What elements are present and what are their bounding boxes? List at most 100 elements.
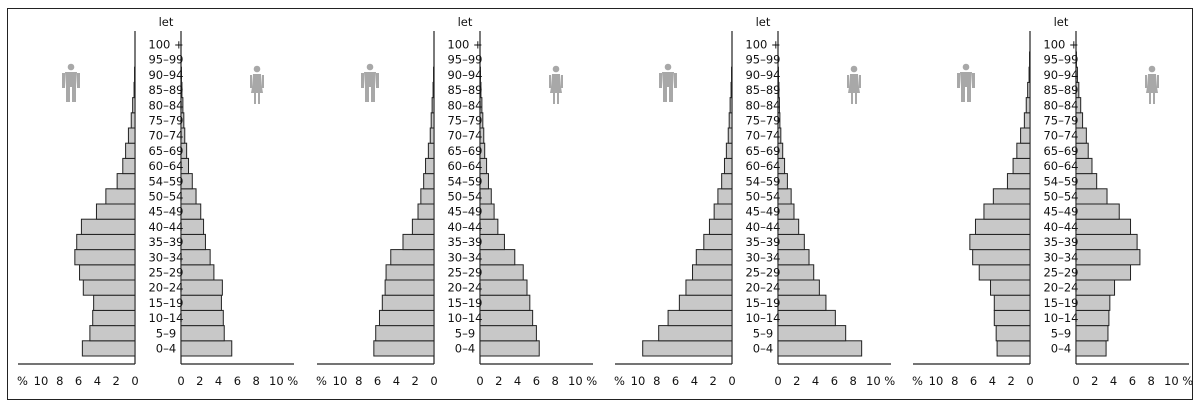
- bar-left-3-0: [642, 340, 733, 357]
- bar-left-4-4: [990, 279, 1031, 296]
- age-label-4-4: 20–24: [1043, 281, 1078, 295]
- bar-right-4-0: [1075, 340, 1107, 357]
- age-label-2-1: 5–9: [455, 326, 475, 340]
- bar-right-1-9: [180, 203, 202, 220]
- pyramid-figure: let 0–4 5–9 10–14 15–19 20–24 25–29 30–34 35–39 4…: [7, 8, 1193, 400]
- bar-left-1-2: [92, 309, 136, 327]
- age-label-4-5: 25–29: [1043, 266, 1078, 280]
- age-label-4-10: 50–54: [1043, 190, 1078, 204]
- age-label-1-15: 75–79: [148, 114, 183, 128]
- age-label-4-13: 65–69: [1043, 144, 1078, 158]
- right-tick-4-2: 4: [1110, 374, 1117, 388]
- bar-left-2-10: [420, 188, 435, 205]
- female-figure-icon: [847, 65, 861, 104]
- age-label-3-13: 65–69: [745, 144, 780, 158]
- bar-left-1-5: [79, 264, 136, 281]
- age-label-2-6: 30–34: [447, 250, 482, 264]
- age-label-2-15: 75–79: [447, 114, 482, 128]
- bar-left-2-14: [429, 127, 435, 144]
- bar-left-1-7: [76, 233, 136, 251]
- bar-right-2-8: [479, 218, 499, 235]
- bar-right-1-0: [180, 340, 233, 357]
- bar-left-3-17: [730, 81, 733, 99]
- left-tick-2-3: 6: [374, 374, 381, 388]
- age-label-4-18: 90–94: [1043, 68, 1078, 82]
- bar-left-3-14: [727, 127, 733, 144]
- bar-left-1-12: [122, 157, 136, 175]
- age-label-2-16: 80–84: [447, 98, 482, 112]
- bar-right-3-5: [777, 264, 815, 281]
- bar-left-4-18: [1028, 66, 1031, 83]
- left-tick-4-0: %: [912, 374, 923, 388]
- bar-left-1-13: [125, 142, 136, 159]
- left-tick-1-5: 2: [113, 374, 120, 388]
- age-label-1-4: 20–24: [148, 281, 183, 295]
- bar-left-3-11: [721, 173, 733, 190]
- age-label-4-19: 95–99: [1043, 53, 1078, 67]
- bar-right-3-2: [777, 309, 836, 327]
- bar-left-1-11: [116, 173, 136, 190]
- left-tick-3-4: 4: [691, 374, 698, 388]
- age-label-1-8: 40–44: [148, 220, 183, 234]
- age-label-3-5: 25–29: [745, 266, 780, 280]
- bar-left-4-15: [1023, 112, 1031, 129]
- bar-right-2-2: [479, 309, 534, 327]
- age-label-3-18: 90–94: [745, 68, 780, 82]
- right-tick-4-5: 10 %: [1164, 374, 1193, 388]
- bar-left-4-8: [974, 218, 1031, 235]
- bar-right-2-7: [479, 233, 505, 251]
- female-figure-icon: [250, 65, 264, 104]
- age-label-1-3: 15–19: [148, 296, 183, 310]
- bar-left-1-1: [89, 325, 136, 342]
- left-tick-3-2: 8: [653, 374, 660, 388]
- bar-left-2-8: [411, 218, 435, 235]
- right-tick-1-3: 6: [234, 374, 241, 388]
- bar-right-4-2: [1075, 309, 1110, 327]
- bar-left-3-1: [658, 325, 733, 342]
- age-label-1-10: 50–54: [148, 190, 183, 204]
- right-tick-2-1: 2: [495, 374, 502, 388]
- age-label-3-7: 35–39: [745, 235, 780, 249]
- bar-left-4-12: [1012, 157, 1031, 175]
- age-label-4-7: 35–39: [1043, 235, 1078, 249]
- left-tick-2-6: 0: [430, 374, 437, 388]
- age-label-1-16: 80–84: [148, 98, 183, 112]
- bar-left-2-12: [425, 157, 435, 175]
- right-tick-4-3: 6: [1129, 374, 1136, 388]
- age-label-1-6: 30–34: [148, 250, 183, 264]
- bar-left-3-6: [695, 249, 733, 266]
- bar-left-2-17: [432, 81, 435, 99]
- age-label-3-12: 60–64: [745, 159, 780, 173]
- left-tick-3-1: 10: [631, 374, 646, 388]
- bar-right-4-7: [1075, 233, 1138, 251]
- bar-right-1-8: [180, 218, 205, 235]
- male-figure-icon: [62, 63, 80, 102]
- male-figure-icon: [659, 63, 677, 102]
- bar-left-1-17: [133, 81, 136, 99]
- bar-left-3-10: [717, 188, 733, 205]
- bar-right-4-6: [1075, 249, 1141, 266]
- bar-left-3-16: [729, 97, 733, 114]
- bar-left-2-9: [417, 203, 435, 220]
- left-tick-3-6: 0: [728, 374, 735, 388]
- pyramid-charts-svg: let0–45–910–1415–1920–2425–2930–3435–394…: [17, 15, 1193, 388]
- age-label-2-9: 45–49: [447, 205, 482, 219]
- bar-left-2-4: [384, 279, 435, 296]
- bar-left-4-0: [996, 340, 1031, 357]
- left-tick-1-3: 6: [75, 374, 82, 388]
- age-label-1-0: 0–4: [156, 342, 176, 356]
- bar-left-3-8: [708, 218, 733, 235]
- bar-right-1-5: [180, 264, 215, 281]
- age-label-4-9: 45–49: [1043, 205, 1078, 219]
- bar-right-3-8: [777, 218, 800, 235]
- age-label-2-4: 20–24: [447, 281, 482, 295]
- bar-right-1-3: [180, 294, 222, 311]
- female-figure-icon: [549, 65, 563, 104]
- age-label-2-14: 70–74: [447, 129, 482, 143]
- age-label-2-5: 25–29: [447, 266, 482, 280]
- right-tick-3-0: 0: [774, 374, 781, 388]
- age-label-4-15: 75–79: [1043, 114, 1078, 128]
- bar-left-3-12: [723, 157, 733, 175]
- bar-left-4-9: [983, 203, 1031, 220]
- age-label-4-1: 5–9: [1051, 326, 1071, 340]
